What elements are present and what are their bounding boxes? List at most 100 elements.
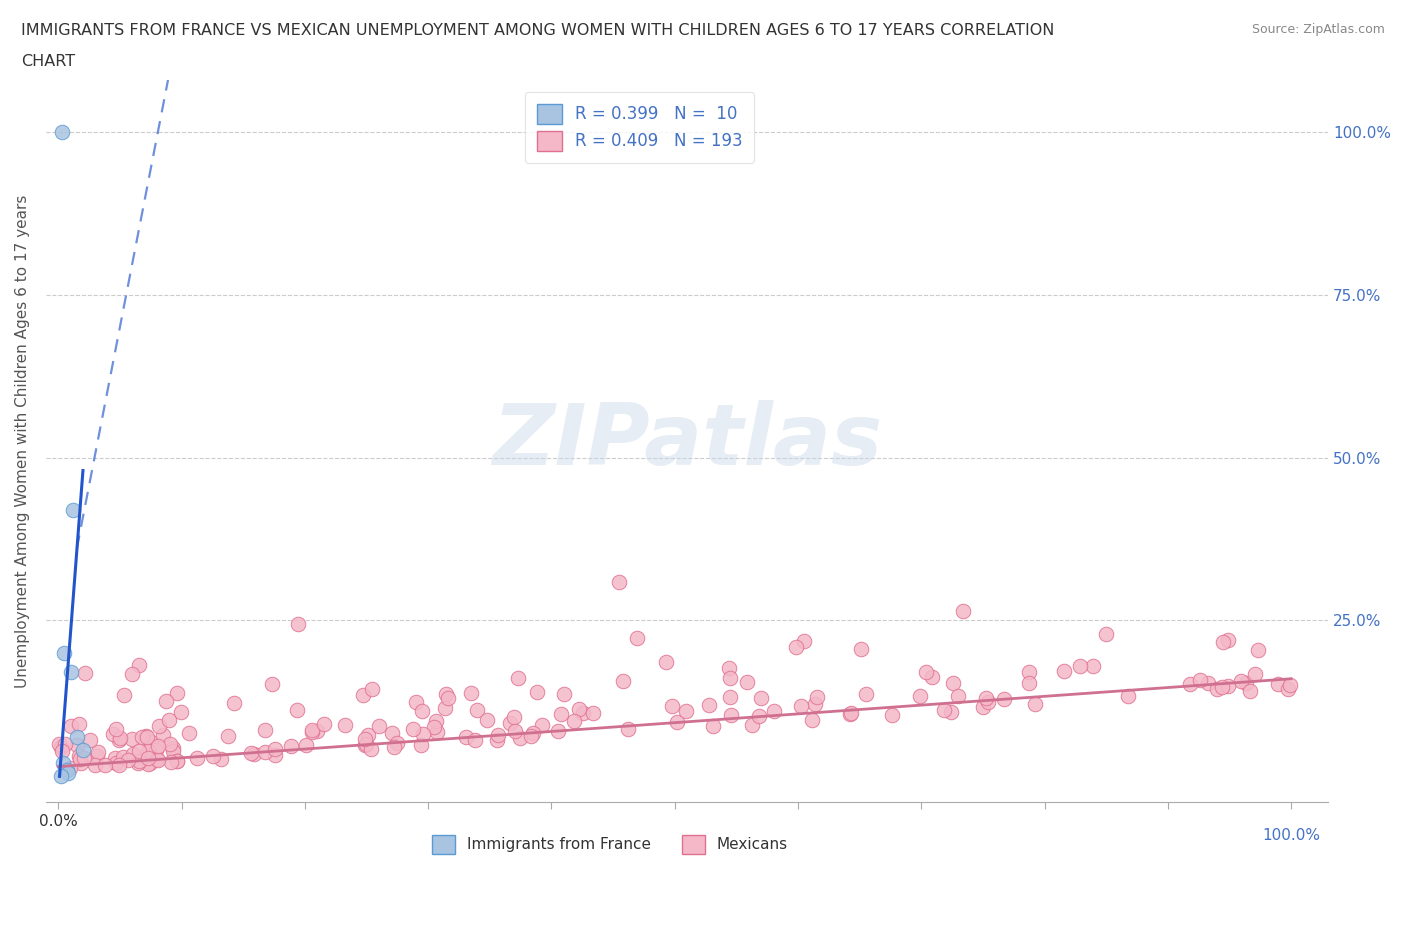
- Point: [855, 687, 877, 702]
- Point: [157, 713, 180, 728]
- Point: [806, 690, 828, 705]
- Point: [839, 706, 862, 721]
- Point: [520, 729, 543, 744]
- Point: [402, 722, 425, 737]
- Point: [972, 699, 994, 714]
- Point: [353, 731, 375, 746]
- Point: [136, 751, 159, 765]
- Point: [617, 721, 640, 736]
- Point: [262, 676, 284, 691]
- Y-axis label: Unemployment Among Women with Children Ages 6 to 17 years: Unemployment Among Women with Children A…: [15, 194, 30, 688]
- Point: [166, 685, 188, 700]
- Point: [67, 716, 90, 731]
- Point: [1081, 659, 1104, 674]
- Point: [1234, 675, 1257, 690]
- Text: CHART: CHART: [21, 54, 75, 69]
- Point: [121, 732, 143, 747]
- Point: [908, 688, 931, 703]
- Point: [582, 706, 605, 721]
- Point: [312, 716, 335, 731]
- Point: [59, 761, 82, 776]
- Point: [112, 687, 135, 702]
- Point: [139, 756, 162, 771]
- Point: [136, 744, 159, 759]
- Point: [612, 673, 634, 688]
- Point: [437, 690, 460, 705]
- Point: [454, 730, 477, 745]
- Point: [737, 674, 759, 689]
- Point: [932, 703, 955, 718]
- Point: [880, 708, 903, 723]
- Point: [485, 733, 508, 748]
- Point: [382, 739, 405, 754]
- Point: [166, 754, 188, 769]
- Point: [122, 747, 145, 762]
- Point: [135, 730, 157, 745]
- Point: [170, 705, 193, 720]
- Point: [465, 702, 488, 717]
- Legend: R = 0.399   N =  10, R = 0.409   N = 193: R = 0.399 N = 10, R = 0.409 N = 193: [524, 92, 755, 163]
- Point: [675, 703, 697, 718]
- Point: [87, 745, 110, 760]
- Point: [839, 707, 862, 722]
- Point: [66, 730, 89, 745]
- Point: [801, 712, 824, 727]
- Point: [62, 502, 84, 517]
- Point: [433, 700, 456, 715]
- Point: [367, 718, 389, 733]
- Point: [785, 639, 807, 654]
- Point: [697, 698, 720, 712]
- Point: [51, 125, 73, 140]
- Point: [423, 720, 446, 735]
- Point: [104, 751, 127, 765]
- Point: [72, 751, 94, 766]
- Point: [86, 749, 108, 764]
- Point: [553, 687, 575, 702]
- Text: IMMIGRANTS FROM FRANCE VS MEXICAN UNEMPLOYMENT AMONG WOMEN WITH CHILDREN AGES 6 : IMMIGRANTS FROM FRANCE VS MEXICAN UNEMPL…: [21, 23, 1054, 38]
- Point: [333, 717, 356, 732]
- Point: [1069, 658, 1091, 673]
- Point: [793, 634, 815, 649]
- Point: [942, 675, 965, 690]
- Point: [307, 724, 329, 738]
- Point: [804, 697, 827, 711]
- Point: [108, 731, 131, 746]
- Point: [1018, 665, 1040, 680]
- Point: [107, 732, 129, 747]
- Point: [209, 751, 232, 766]
- Point: [508, 671, 530, 685]
- Point: [1024, 697, 1046, 711]
- Point: [56, 763, 79, 777]
- Point: [254, 723, 277, 737]
- Point: [741, 718, 763, 733]
- Point: [526, 684, 548, 699]
- Point: [79, 733, 101, 748]
- Point: [159, 755, 181, 770]
- Point: [49, 769, 72, 784]
- Point: [60, 719, 83, 734]
- Point: [1205, 681, 1227, 696]
- Point: [381, 725, 404, 740]
- Point: [952, 604, 974, 618]
- Point: [460, 685, 482, 700]
- Point: [409, 737, 432, 752]
- Point: [301, 725, 323, 740]
- Point: [1116, 688, 1139, 703]
- Point: [66, 737, 89, 752]
- Point: [717, 660, 740, 675]
- Point: [52, 756, 75, 771]
- Point: [53, 645, 76, 660]
- Point: [1018, 675, 1040, 690]
- Point: [101, 727, 124, 742]
- Point: [136, 757, 159, 772]
- Point: [264, 742, 287, 757]
- Point: [977, 694, 1000, 709]
- Point: [522, 725, 544, 740]
- Point: [67, 749, 90, 764]
- Point: [202, 748, 225, 763]
- Point: [108, 758, 131, 773]
- Point: [353, 738, 375, 753]
- Point: [503, 724, 526, 738]
- Point: [993, 692, 1015, 707]
- Point: [148, 752, 170, 767]
